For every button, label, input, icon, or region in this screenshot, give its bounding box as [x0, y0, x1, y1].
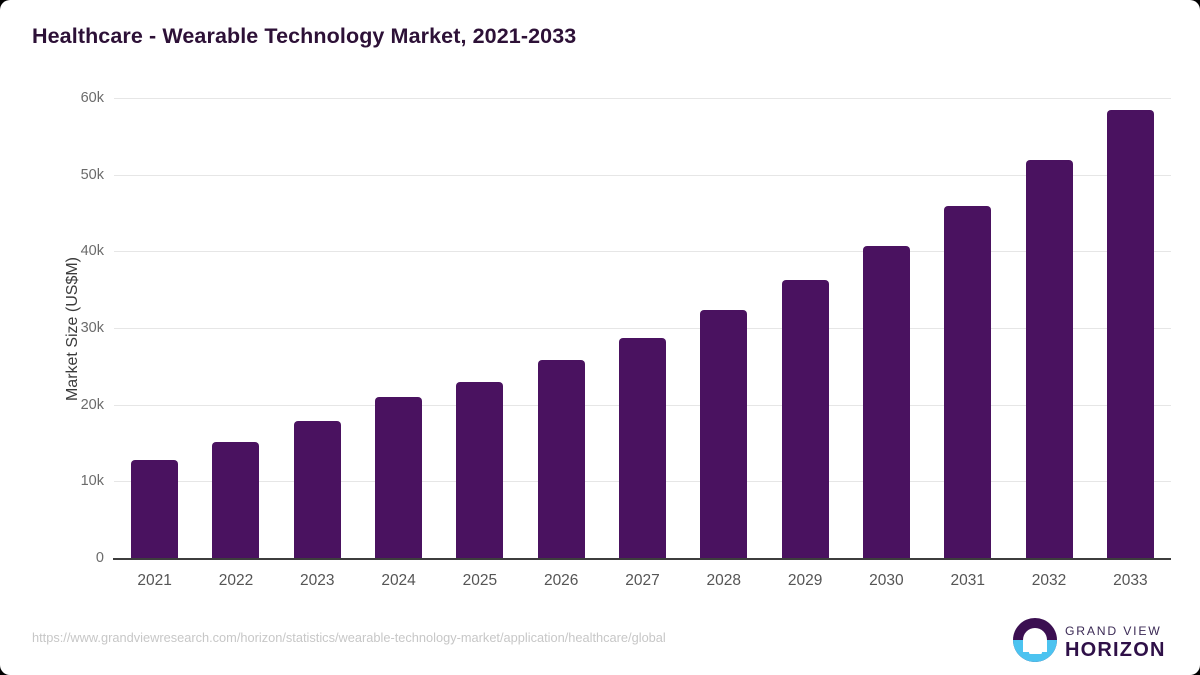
chart-title: Healthcare - Wearable Technology Market,…: [32, 24, 577, 48]
bar[interactable]: [131, 459, 179, 558]
x-axis-tick: 2027: [625, 572, 660, 589]
y-axis-tick: 50k: [80, 166, 104, 183]
bar[interactable]: [862, 245, 910, 558]
y-axis-tick: 40k: [80, 243, 104, 260]
bar[interactable]: [293, 421, 341, 558]
bar[interactable]: [537, 360, 585, 558]
bar[interactable]: [781, 279, 829, 558]
gridline: [114, 328, 1171, 329]
bar[interactable]: [1025, 160, 1073, 558]
logo-sun-dome: [1023, 628, 1047, 652]
y-axis-label: Market Size (US$M): [64, 256, 81, 402]
x-axis-tick: 2024: [381, 572, 416, 589]
horizon-sunrise-icon: [1013, 618, 1057, 662]
x-axis-tick: 2021: [137, 572, 172, 589]
x-axis-tick: 2029: [787, 572, 823, 589]
x-axis-line: [113, 558, 1171, 560]
x-axis-tick: 2023: [300, 572, 335, 589]
bar[interactable]: [619, 337, 666, 558]
bar[interactable]: [456, 381, 504, 558]
logo-text-grand-view: GRAND VIEW: [1065, 624, 1162, 638]
bar[interactable]: [212, 441, 260, 558]
y-axis-tick: 60k: [80, 90, 104, 106]
x-axis-tick: 2022: [218, 572, 254, 589]
logo-ray-line-1: [1025, 645, 1045, 648]
grand-view-horizon-logo[interactable]: GRAND VIEW HORIZON: [1013, 616, 1173, 664]
x-axis-tick: 2031: [950, 572, 985, 589]
y-axis-tick: 20k: [80, 396, 104, 413]
x-axis-tick: 2032: [1031, 572, 1067, 589]
x-axis-tick: 2028: [706, 572, 742, 589]
y-axis-tick: 30k: [80, 320, 104, 336]
bar[interactable]: [375, 396, 423, 558]
x-axis-tick: 2033: [1113, 572, 1148, 589]
bar[interactable]: [1106, 109, 1154, 558]
source-url[interactable]: https://www.grandviewresearch.com/horizo…: [32, 630, 666, 645]
y-axis-tick: 10k: [80, 473, 104, 490]
x-axis-tick: 2026: [543, 572, 579, 589]
bar[interactable]: [944, 206, 992, 558]
gridline: [114, 174, 1171, 176]
gridline: [114, 98, 1171, 99]
y-axis-tick: 0: [95, 550, 104, 566]
logo-ray-line-2: [1028, 651, 1042, 654]
x-axis-tick: 2025: [462, 572, 498, 589]
plot-area: [114, 98, 1171, 558]
bar[interactable]: [700, 309, 748, 558]
y-axis-tick-labels: 0 10k 20k 30k 40k 50k 60k: [26, 0, 104, 675]
x-axis-tick: 2030: [869, 572, 904, 589]
gridline: [114, 251, 1171, 253]
logo-text-horizon: HORIZON: [1065, 639, 1166, 661]
